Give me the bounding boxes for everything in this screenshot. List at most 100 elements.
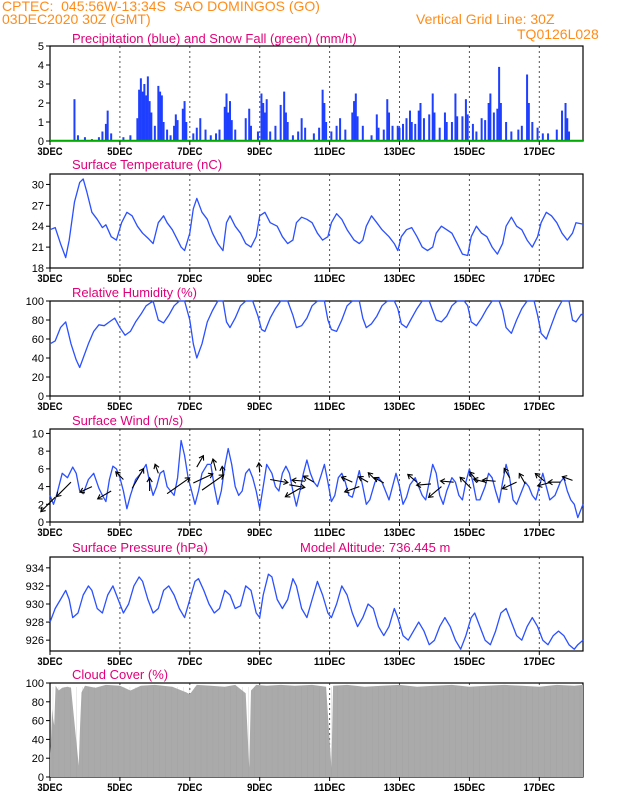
wind-arrowhead — [518, 472, 525, 479]
precip-bar — [141, 91, 144, 141]
y-tick-label: 30 — [32, 179, 44, 191]
precip-bar — [351, 112, 354, 141]
precip-bar — [269, 131, 272, 141]
x-tick-label: 7DEC — [177, 273, 202, 285]
wind-vector — [193, 473, 214, 484]
precip-bar — [510, 131, 513, 141]
y-tick-label: 100 — [26, 678, 44, 690]
precip-bar — [225, 93, 228, 141]
precip-bar — [244, 118, 247, 141]
y-tick-label: 0 — [38, 772, 44, 784]
wind-arrowhead — [256, 461, 263, 468]
y-tick-label: 21 — [32, 242, 44, 254]
x-tick-label: 17DEC — [524, 273, 556, 285]
precip-bar — [185, 122, 188, 141]
precip-bar — [361, 125, 364, 141]
precip-bar — [541, 133, 544, 141]
wind-vector — [212, 458, 217, 471]
precip-bar — [199, 118, 202, 141]
wind-vector — [503, 468, 511, 478]
precip-bar — [279, 104, 282, 141]
y-tick-label: 934 — [26, 563, 44, 575]
x-tick-label: 5DEC — [107, 273, 132, 285]
precip-bar — [104, 123, 107, 141]
precip-bar — [228, 101, 231, 141]
precip-bar — [122, 137, 125, 141]
precip-bar — [335, 125, 338, 141]
precip-bar — [227, 112, 230, 141]
precip-bar — [471, 123, 474, 141]
wind-vector — [115, 471, 124, 480]
precip-bar — [145, 95, 148, 141]
wind-vector — [407, 474, 418, 483]
header-code: TQ0126L028 — [517, 26, 599, 42]
x-tick-label: 5DEC — [107, 527, 132, 539]
x-tick-label: 15DEC — [454, 273, 486, 285]
x-tick-label: 3DEC — [37, 527, 62, 539]
precip-bar — [234, 129, 237, 141]
precip-bar — [162, 122, 165, 141]
y-tick-label: 8 — [38, 446, 44, 458]
wind-vector — [440, 480, 454, 483]
y-tick-label: 0 — [38, 391, 44, 403]
y-tick-label: 0 — [38, 136, 44, 148]
panel-3: 0 2 4 6 8 10 3DEC 5DEC 7DEC 9DEC 11DEC 13DEC 15DEC 17… — [32, 413, 584, 539]
precip-bar — [517, 129, 520, 141]
precip-bar — [183, 101, 186, 141]
wind-vector — [166, 477, 191, 495]
x-tick-label: 13DEC — [384, 527, 416, 539]
precip-bar — [249, 125, 252, 141]
panel-title: Precipitation (blue) and Snow Fall (gree… — [72, 31, 357, 46]
precip-bar — [263, 112, 266, 141]
precip-bar — [414, 123, 417, 141]
x-tick-label: 15DEC — [454, 656, 486, 668]
panel-4: 926 928 930 932 934 3DEC 5DEC 7DEC 9DEC 11DEC 13DE… — [26, 540, 584, 668]
precip-bar — [284, 112, 287, 141]
wind-vector — [289, 484, 305, 489]
series-line — [49, 300, 584, 369]
precip-bar — [148, 101, 151, 141]
precip-bar — [489, 93, 492, 141]
panel-title: Surface Wind (m/s) — [72, 413, 183, 428]
wind-arrowhead — [427, 492, 434, 499]
series-line — [49, 439, 584, 519]
y-tick-label: 5 — [38, 41, 44, 53]
precip-bar — [417, 110, 420, 141]
precip-bar — [499, 103, 502, 141]
precip-bar — [431, 93, 434, 141]
x-tick-label: 17DEC — [524, 401, 556, 413]
precip-bar — [325, 122, 328, 141]
y-tick-label: 24 — [32, 221, 44, 233]
wind-vector — [270, 478, 289, 484]
x-tick-label: 13DEC — [384, 782, 416, 794]
precip-bar — [83, 137, 86, 141]
precip-bar — [106, 110, 109, 141]
x-tick-label: 7DEC — [177, 656, 202, 668]
plot-frame — [49, 45, 584, 142]
wind-arrowhead — [299, 483, 306, 490]
series-line — [49, 178, 584, 259]
wind-vector — [97, 490, 112, 500]
wind-arrowhead — [219, 465, 226, 472]
wind-arrowhead — [561, 475, 568, 481]
precip-bar — [344, 129, 347, 141]
x-tick-label: 3DEC — [37, 656, 62, 668]
precip-bar — [564, 103, 567, 141]
panel-title: Surface Pressure (hPa) — [72, 540, 208, 555]
y-tick-label: 10 — [32, 428, 44, 440]
panel-0: 0 1 2 3 4 5 3DEC 5DEC 7DEC 9DEC 11DEC 13DEC 15DEC 17D… — [37, 31, 584, 158]
wind-vector — [535, 473, 545, 482]
y-tick-label: 0 — [38, 517, 44, 529]
precip-bar — [110, 133, 113, 141]
x-tick-label: 15DEC — [454, 146, 486, 158]
x-tick-label: 11DEC — [314, 782, 346, 794]
x-tick-label: 9DEC — [247, 527, 272, 539]
precip-bar — [157, 85, 160, 141]
wind-vector — [341, 476, 353, 483]
precip-bar — [450, 122, 453, 141]
precip-bar — [547, 133, 550, 141]
plot-frame — [49, 556, 584, 652]
panel-annotation: Model Altitude: 736.445 m — [300, 540, 450, 555]
x-tick-label: 17DEC — [524, 527, 556, 539]
precip-bar — [386, 99, 389, 141]
